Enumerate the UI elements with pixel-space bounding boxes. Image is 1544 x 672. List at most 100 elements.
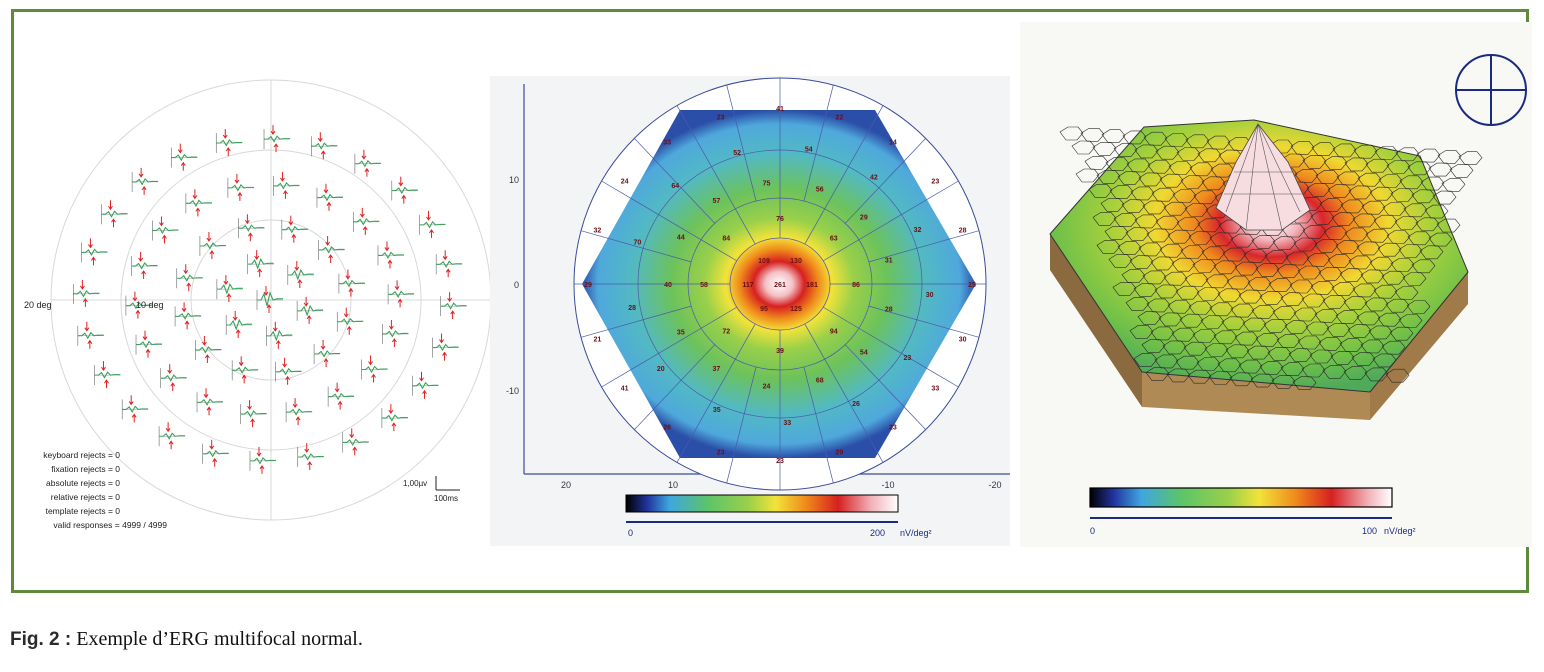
trace-cell bbox=[170, 143, 198, 171]
density-value: 25 bbox=[968, 282, 976, 289]
ring-label-20: 20 deg bbox=[24, 300, 52, 310]
density-value: 70 bbox=[633, 239, 641, 246]
density-value: 30 bbox=[959, 336, 967, 343]
trace-cell bbox=[227, 173, 254, 201]
density-value: 58 bbox=[700, 282, 708, 289]
trace-cell bbox=[199, 232, 226, 260]
density-value: 33 bbox=[663, 140, 671, 147]
density-value: 22 bbox=[835, 115, 843, 122]
density-value: 23 bbox=[931, 179, 939, 186]
density-value: 44 bbox=[677, 235, 685, 242]
trace-cell bbox=[240, 400, 267, 428]
density-value: 29 bbox=[860, 214, 868, 221]
density-value: 35 bbox=[713, 407, 721, 414]
density-value: 109 bbox=[758, 258, 770, 265]
trace-array-plot: 20 deg 10 deg 1,00µv 100ms keyboard reje… bbox=[24, 79, 492, 530]
surface-peak bbox=[1215, 123, 1311, 231]
trace-cell bbox=[273, 171, 300, 199]
stat-relative: relative rejects = 0 bbox=[51, 492, 120, 502]
density-value: 24 bbox=[763, 383, 771, 390]
trace-cell bbox=[387, 280, 415, 308]
trace-cell bbox=[313, 339, 341, 367]
trace-cell bbox=[281, 215, 308, 243]
trace-cell bbox=[231, 356, 259, 384]
trace-cell bbox=[131, 167, 159, 195]
trace-cell bbox=[131, 252, 158, 280]
density-value-center: 261 bbox=[774, 282, 786, 289]
density-value: 56 bbox=[816, 187, 824, 194]
trace-cell bbox=[238, 214, 265, 242]
density-value: 68 bbox=[816, 377, 824, 384]
surface-3d-panel: 0 100 nV/deg² bbox=[1020, 22, 1532, 547]
colorbar-min: 0 bbox=[628, 528, 633, 538]
trace-cell bbox=[377, 241, 404, 269]
trace-cell bbox=[285, 398, 313, 426]
density-value: 32 bbox=[593, 228, 601, 235]
trace-cell bbox=[327, 382, 355, 410]
density-value: 76 bbox=[776, 216, 784, 223]
trace-cell bbox=[382, 319, 409, 347]
colorbar bbox=[625, 494, 899, 513]
density-value: 21 bbox=[593, 336, 601, 343]
surface-wall-left bbox=[1050, 234, 1142, 407]
colorbar-3d-unit: nV/deg² bbox=[1384, 526, 1416, 536]
trace-cell bbox=[338, 269, 365, 297]
trace-cell bbox=[202, 439, 229, 467]
x-tick: -20 bbox=[988, 480, 1001, 490]
density-value: 39 bbox=[776, 348, 784, 355]
density-value: 23 bbox=[717, 115, 725, 122]
trace-cell bbox=[275, 357, 302, 385]
density-value: 20 bbox=[657, 366, 665, 373]
trace-cell bbox=[196, 388, 224, 416]
trace-cell bbox=[94, 361, 121, 389]
surface-wall-right bbox=[1370, 272, 1468, 420]
density-value: 117 bbox=[742, 282, 753, 289]
trace-cell bbox=[185, 189, 212, 217]
density-value: 23 bbox=[904, 355, 912, 362]
trace-cell bbox=[215, 129, 243, 157]
response-density-labels: 261 117 109 130 181 125 95 58 84 76 63 86 94 39 72 40 44… bbox=[584, 106, 976, 465]
trace-cell bbox=[135, 330, 163, 358]
trace-cell bbox=[352, 207, 380, 235]
trace-cell bbox=[266, 321, 293, 349]
colorbar-3d-min: 0 bbox=[1090, 526, 1095, 536]
density-value: 125 bbox=[790, 306, 802, 313]
y-tick: 0 bbox=[514, 280, 519, 290]
trace-cell bbox=[73, 279, 100, 307]
surface-wall-front bbox=[1142, 372, 1370, 420]
density-value: 31 bbox=[885, 258, 893, 265]
density-value: 75 bbox=[763, 181, 771, 188]
x-tick: 10 bbox=[668, 480, 678, 490]
scale-time-label: 100ms bbox=[434, 494, 458, 503]
trace-cell bbox=[195, 336, 222, 364]
colorbar-max: 200 bbox=[870, 528, 885, 538]
density-value: 54 bbox=[805, 147, 813, 154]
surface-3d-plot: 0 100 nV/deg² bbox=[1049, 54, 1527, 536]
trace-cell bbox=[391, 176, 418, 204]
density-value: 26 bbox=[852, 401, 860, 408]
density-value: 72 bbox=[722, 329, 730, 336]
orientation-crosshair-icon bbox=[1455, 54, 1527, 126]
y-axis-ticks: 10 0 -10 bbox=[506, 175, 519, 396]
density-value: 23 bbox=[776, 458, 784, 465]
trace-cell bbox=[225, 311, 253, 339]
density-value: 181 bbox=[806, 282, 818, 289]
scale-amplitude-label: 1,00µv bbox=[403, 479, 427, 488]
trace-cell bbox=[101, 200, 128, 228]
trace-group bbox=[73, 125, 467, 474]
trace-cell bbox=[263, 125, 291, 153]
density-value: 54 bbox=[860, 350, 868, 357]
trace-cell bbox=[435, 250, 463, 278]
density-value: 28 bbox=[959, 228, 967, 235]
surface-cells bbox=[1059, 126, 1483, 390]
trace-cell bbox=[176, 264, 203, 292]
trace-cell bbox=[256, 286, 283, 313]
density-value: 84 bbox=[722, 235, 730, 242]
density-value: 64 bbox=[671, 183, 679, 190]
density-value: 29 bbox=[584, 282, 592, 289]
trace-cell bbox=[440, 292, 467, 320]
colorbar-3d-max: 100 bbox=[1362, 526, 1377, 536]
density-value: 41 bbox=[621, 385, 629, 392]
trace-cell bbox=[432, 333, 459, 361]
stat-template: template rejects = 0 bbox=[46, 506, 121, 516]
